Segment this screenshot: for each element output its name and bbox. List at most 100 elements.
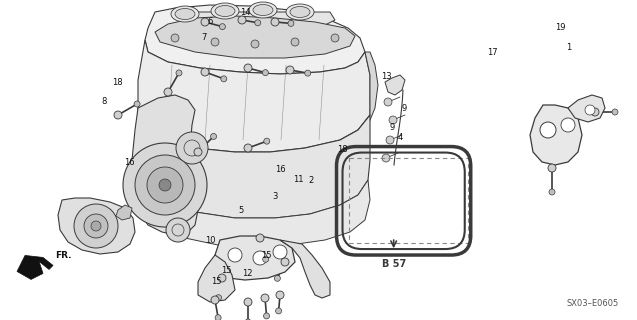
Polygon shape — [132, 95, 198, 235]
Polygon shape — [530, 105, 582, 165]
Polygon shape — [198, 255, 235, 302]
Text: 16: 16 — [275, 165, 285, 174]
Circle shape — [561, 118, 575, 132]
Text: 2: 2 — [308, 176, 313, 185]
Polygon shape — [58, 198, 135, 254]
Text: 7: 7 — [201, 33, 206, 42]
Text: 19: 19 — [555, 23, 566, 32]
Circle shape — [286, 66, 294, 74]
Ellipse shape — [249, 2, 277, 18]
Circle shape — [255, 20, 261, 26]
Ellipse shape — [290, 6, 310, 18]
Circle shape — [244, 144, 252, 152]
Circle shape — [218, 274, 226, 282]
Text: 16: 16 — [124, 158, 134, 167]
Circle shape — [166, 218, 190, 242]
Circle shape — [147, 167, 183, 203]
Text: 6: 6 — [208, 17, 213, 26]
Text: 4: 4 — [397, 133, 403, 142]
Polygon shape — [280, 240, 330, 298]
Circle shape — [176, 132, 208, 164]
Circle shape — [211, 38, 219, 46]
Circle shape — [281, 258, 289, 266]
Circle shape — [591, 108, 599, 116]
Circle shape — [84, 214, 108, 238]
Circle shape — [612, 109, 618, 115]
Polygon shape — [142, 180, 370, 247]
Polygon shape — [138, 108, 370, 218]
Text: 17: 17 — [487, 48, 497, 57]
Text: 15: 15 — [221, 266, 231, 275]
Circle shape — [201, 68, 209, 76]
Circle shape — [273, 245, 287, 259]
Circle shape — [91, 221, 101, 231]
Circle shape — [264, 138, 270, 144]
Circle shape — [135, 155, 195, 215]
Polygon shape — [340, 52, 378, 140]
Circle shape — [201, 18, 209, 26]
Text: 15: 15 — [211, 277, 222, 286]
Text: 9: 9 — [389, 123, 394, 132]
Text: B 57: B 57 — [382, 259, 406, 269]
Text: 10: 10 — [205, 236, 215, 244]
Circle shape — [275, 275, 280, 281]
Circle shape — [211, 296, 219, 304]
Circle shape — [291, 38, 299, 46]
Polygon shape — [195, 12, 335, 32]
Text: 1: 1 — [566, 43, 571, 52]
Ellipse shape — [286, 4, 314, 20]
Circle shape — [244, 298, 252, 306]
Polygon shape — [215, 236, 295, 280]
Circle shape — [245, 319, 251, 320]
Text: 8: 8 — [101, 97, 106, 106]
Text: 15: 15 — [261, 251, 271, 260]
Text: 3: 3 — [273, 192, 278, 201]
Ellipse shape — [215, 5, 235, 17]
Polygon shape — [155, 16, 355, 58]
Circle shape — [215, 295, 222, 301]
Circle shape — [171, 34, 179, 42]
Circle shape — [221, 76, 227, 82]
Circle shape — [251, 40, 259, 48]
Circle shape — [384, 98, 392, 106]
Circle shape — [331, 34, 339, 42]
Circle shape — [176, 70, 182, 76]
Circle shape — [389, 116, 397, 124]
Circle shape — [74, 204, 118, 248]
Circle shape — [271, 18, 279, 26]
Text: 13: 13 — [381, 72, 391, 81]
Circle shape — [304, 70, 311, 76]
Circle shape — [262, 70, 268, 76]
Circle shape — [276, 308, 282, 314]
Circle shape — [256, 234, 264, 242]
Ellipse shape — [211, 3, 239, 19]
Text: 5: 5 — [238, 206, 243, 215]
Polygon shape — [116, 205, 132, 220]
Circle shape — [386, 136, 394, 144]
Polygon shape — [385, 75, 405, 95]
Circle shape — [540, 122, 556, 138]
Circle shape — [114, 111, 122, 119]
Text: SX03–E0605: SX03–E0605 — [567, 299, 619, 308]
Circle shape — [549, 189, 555, 195]
Circle shape — [261, 294, 269, 302]
Circle shape — [123, 143, 207, 227]
Circle shape — [382, 154, 390, 162]
Circle shape — [288, 20, 294, 26]
Text: 18: 18 — [113, 78, 123, 87]
Circle shape — [211, 133, 217, 140]
Ellipse shape — [171, 6, 199, 22]
Polygon shape — [145, 5, 365, 74]
Bar — [349, 158, 468, 243]
Ellipse shape — [175, 9, 195, 20]
Ellipse shape — [253, 4, 273, 15]
Circle shape — [134, 101, 140, 107]
Circle shape — [238, 16, 246, 24]
Circle shape — [264, 313, 269, 319]
Polygon shape — [568, 95, 605, 122]
Circle shape — [159, 179, 171, 191]
Circle shape — [244, 64, 252, 72]
Circle shape — [253, 251, 267, 265]
Text: 14: 14 — [240, 8, 250, 17]
Circle shape — [164, 88, 172, 96]
